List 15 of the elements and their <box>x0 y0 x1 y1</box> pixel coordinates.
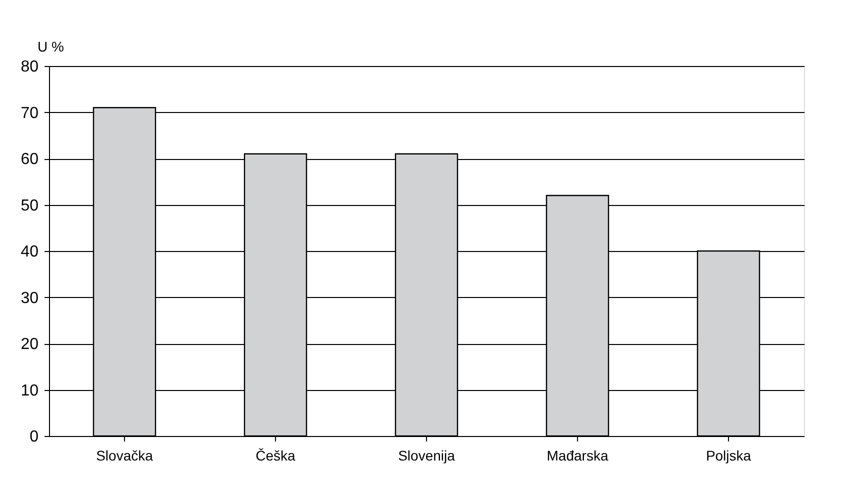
y-tick-label: 40 <box>20 244 39 260</box>
x-tick-label: Češka <box>256 448 296 464</box>
y-tick-label: 10 <box>20 382 39 400</box>
y-tick-label: 70 <box>20 104 39 122</box>
x-tick-label: Slovenija <box>398 448 456 464</box>
x-tick-label: Mađarska <box>546 448 608 464</box>
y-tick-label: 20 <box>20 336 39 353</box>
y-tick-label: 30 <box>20 290 39 307</box>
x-tick-label: Poljska <box>706 448 752 464</box>
y-tick-label: 80 <box>20 58 39 76</box>
x-tick-label: Slovačka <box>96 448 154 464</box>
y-axis-title: U % <box>38 38 64 54</box>
y-tick-label: 0 <box>30 428 39 446</box>
y-tick-label: 60 <box>20 151 39 168</box>
y-tick-label: 50 <box>20 197 39 214</box>
